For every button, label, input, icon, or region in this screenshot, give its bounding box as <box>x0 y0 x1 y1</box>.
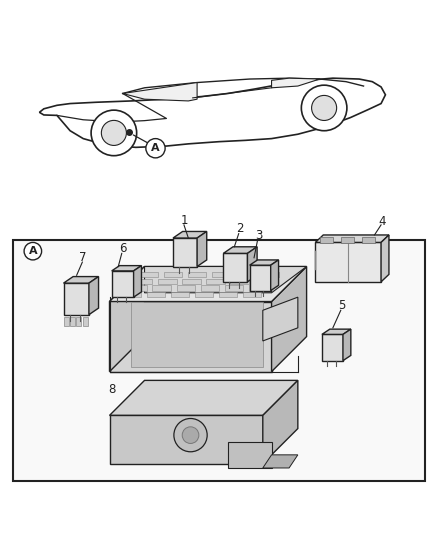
Bar <box>225 285 243 290</box>
Bar <box>230 279 249 284</box>
Polygon shape <box>263 381 298 464</box>
Bar <box>13 240 425 481</box>
Polygon shape <box>322 329 351 334</box>
Polygon shape <box>89 277 99 314</box>
Polygon shape <box>322 334 343 361</box>
Polygon shape <box>76 317 81 326</box>
Bar <box>254 279 273 284</box>
Bar <box>195 292 213 297</box>
Bar <box>201 285 219 290</box>
Polygon shape <box>315 243 381 282</box>
Polygon shape <box>250 260 279 265</box>
Bar <box>249 285 267 290</box>
Polygon shape <box>381 235 389 282</box>
Bar <box>236 272 254 278</box>
Polygon shape <box>197 231 207 266</box>
Polygon shape <box>110 381 298 415</box>
Bar <box>128 285 147 290</box>
Polygon shape <box>110 415 263 464</box>
Circle shape <box>182 427 199 443</box>
Polygon shape <box>112 271 134 297</box>
Polygon shape <box>134 265 141 297</box>
Polygon shape <box>39 78 385 147</box>
Bar <box>140 272 158 278</box>
Bar <box>158 279 177 284</box>
Polygon shape <box>271 260 279 290</box>
Text: 6: 6 <box>119 243 127 255</box>
Polygon shape <box>272 266 307 372</box>
Polygon shape <box>64 283 89 314</box>
Circle shape <box>301 85 347 131</box>
Polygon shape <box>145 266 307 293</box>
Polygon shape <box>110 266 145 372</box>
Circle shape <box>146 139 165 158</box>
Circle shape <box>101 120 127 146</box>
Polygon shape <box>223 247 257 253</box>
Bar <box>164 272 182 278</box>
Polygon shape <box>263 297 298 341</box>
Bar <box>362 237 375 243</box>
Polygon shape <box>64 317 69 326</box>
Bar <box>147 292 165 297</box>
Polygon shape <box>263 455 298 468</box>
Polygon shape <box>173 238 197 266</box>
Circle shape <box>174 418 207 452</box>
Polygon shape <box>223 253 247 282</box>
Text: 7: 7 <box>79 251 87 264</box>
Polygon shape <box>343 329 351 361</box>
Bar <box>260 272 279 278</box>
Bar <box>177 285 195 290</box>
Bar <box>219 292 237 297</box>
Bar <box>171 292 189 297</box>
Polygon shape <box>247 247 257 282</box>
Bar <box>212 272 230 278</box>
Polygon shape <box>112 265 141 271</box>
Text: 5: 5 <box>338 300 345 312</box>
Polygon shape <box>82 317 88 326</box>
Text: A: A <box>151 143 160 154</box>
Polygon shape <box>70 317 75 326</box>
Text: 3: 3 <box>255 229 262 243</box>
Polygon shape <box>110 302 272 372</box>
Polygon shape <box>64 277 99 283</box>
Polygon shape <box>272 78 320 88</box>
Bar <box>182 279 201 284</box>
Text: A: A <box>28 246 37 256</box>
Text: 1: 1 <box>181 214 189 227</box>
Bar <box>188 272 206 278</box>
Text: 4: 4 <box>378 215 386 228</box>
Bar <box>134 279 152 284</box>
Polygon shape <box>173 231 207 238</box>
Bar <box>320 237 333 243</box>
Text: 8: 8 <box>108 383 115 395</box>
FancyBboxPatch shape <box>228 442 272 468</box>
Circle shape <box>91 110 137 156</box>
Bar <box>243 292 261 297</box>
Polygon shape <box>110 266 307 302</box>
Polygon shape <box>315 235 389 243</box>
Circle shape <box>24 243 42 260</box>
Bar <box>123 292 141 297</box>
Polygon shape <box>131 302 263 367</box>
Bar <box>341 237 354 243</box>
Polygon shape <box>123 83 197 101</box>
Bar <box>206 279 225 284</box>
Circle shape <box>311 95 337 120</box>
Text: 2: 2 <box>236 222 244 236</box>
Polygon shape <box>250 265 271 290</box>
Bar <box>152 285 171 290</box>
